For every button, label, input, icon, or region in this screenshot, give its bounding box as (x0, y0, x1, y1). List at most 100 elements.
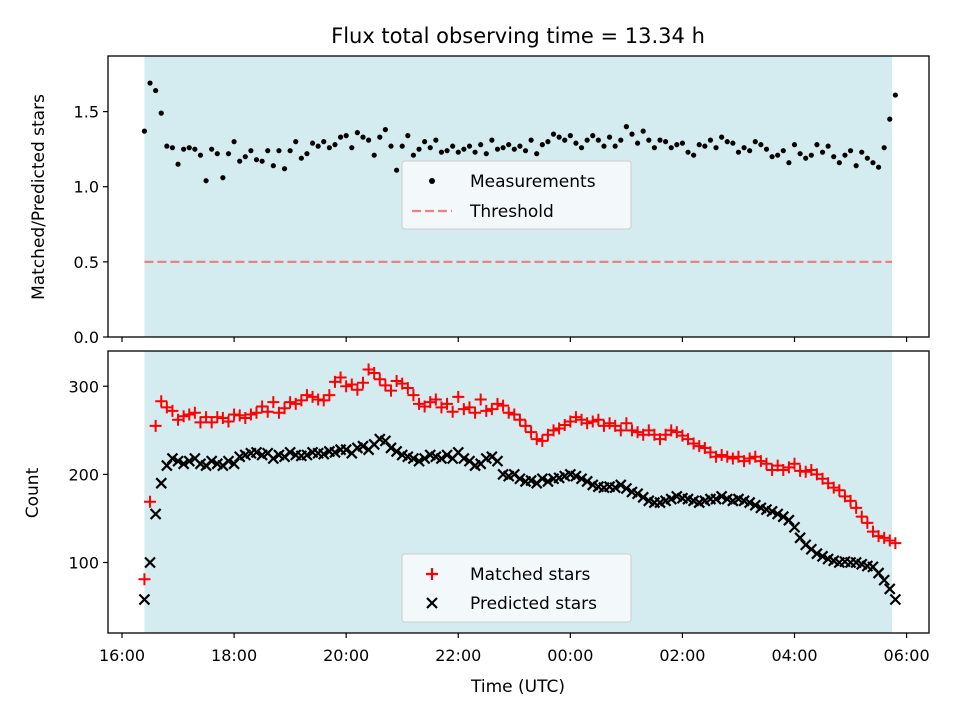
y-tick-label: 0.0 (74, 328, 99, 347)
measurement-point (758, 142, 764, 148)
x-tick-label: 20:00 (323, 646, 369, 665)
matched-star-point (205, 416, 218, 429)
predicted-star-point (183, 455, 196, 467)
predicted-star-point (749, 499, 762, 511)
matched-star-point (267, 396, 280, 409)
measurement-point (612, 143, 618, 149)
measurement-point (304, 151, 310, 157)
predicted-star-point (317, 448, 330, 460)
x-tick-label: 16:00 (99, 646, 145, 665)
measurement-point (814, 142, 820, 148)
measurement-point (629, 131, 635, 137)
predicted-star-point (340, 443, 352, 456)
matched-star-point (306, 390, 319, 403)
measurement-point (158, 110, 164, 116)
x-tick-label: 06:00 (884, 646, 930, 665)
predicted-star-point (581, 475, 593, 488)
measurement-point (220, 175, 226, 181)
matched-star-point (334, 371, 347, 384)
threshold-legend-label: Threshold (469, 202, 554, 222)
matched-star-point (525, 426, 538, 439)
measurement-point (422, 139, 428, 145)
matched-star-point (424, 396, 437, 409)
predicted-star-point (284, 446, 296, 459)
measurement-point (192, 146, 198, 152)
measurement-point (349, 145, 355, 151)
measurement-point (354, 130, 360, 136)
predicted-stars-points (138, 433, 902, 606)
predicted-star-point (418, 452, 431, 465)
matched-star-point (356, 376, 369, 389)
predicted-star-point (413, 455, 425, 467)
count-y-axis: 100 200 300 (68, 377, 108, 573)
matched-star-point (323, 389, 336, 402)
measurement-point (875, 164, 882, 170)
measurement-point (674, 142, 680, 148)
matched-star-point (446, 405, 459, 418)
predicted-star-point (138, 593, 151, 606)
predicted-star-point (609, 481, 621, 494)
measurement-point (164, 143, 170, 149)
measurement-point (668, 145, 674, 151)
measurements-legend-marker (429, 178, 435, 184)
matched-star-point (777, 463, 790, 476)
measurement-point (298, 155, 304, 161)
measurement-point (472, 149, 478, 155)
matched-star-point (508, 408, 521, 421)
matched-star-point (183, 408, 196, 421)
measurements-legend-label: Measurements (470, 172, 596, 192)
measurement-point (186, 145, 192, 151)
measurement-point (276, 148, 282, 154)
matched-star-point (581, 417, 594, 430)
measurement-point (719, 134, 725, 140)
measurement-point (287, 148, 293, 154)
matched-star-point (715, 448, 728, 461)
measurement-point (315, 143, 321, 149)
measurement-point (646, 137, 652, 143)
measurement-point (685, 149, 691, 155)
matched-star-point (788, 457, 801, 470)
measurement-point (747, 148, 753, 154)
matched-star-point (177, 410, 190, 423)
predicted-star-point (620, 482, 633, 495)
ratio-y-axis: 0.0 0.5 1.0 1.5 (74, 103, 108, 347)
matched-star-point (547, 424, 560, 437)
measurement-point (494, 146, 501, 152)
measurement-point (601, 143, 607, 149)
measurement-point (433, 137, 439, 143)
matched-star-point (760, 457, 773, 470)
matched-star-point (743, 452, 756, 465)
matched-star-point (222, 415, 235, 428)
predicted-star-point (710, 493, 722, 505)
matched-legend-marker (426, 568, 438, 580)
measurement-point (808, 152, 814, 158)
matched-star-point (889, 537, 902, 550)
measurement-point (270, 163, 276, 169)
matched-star-point (368, 367, 381, 380)
measurement-point (562, 137, 568, 143)
predicted-star-point (357, 440, 369, 452)
predicted-star-point (267, 452, 280, 465)
matched-star-point (726, 452, 739, 465)
predicted-star-point (777, 510, 790, 523)
measurement-point (847, 148, 854, 154)
predicted-star-point (222, 455, 235, 467)
measurement-point (326, 145, 332, 151)
matched-star-point (390, 374, 403, 387)
measurement-point (528, 137, 534, 143)
measurement-point (461, 146, 467, 152)
predicted-star-point (788, 521, 801, 534)
matched-star-point (194, 416, 207, 429)
measurement-point (265, 148, 271, 154)
matched-star-point (844, 494, 857, 507)
matched-star-point (569, 411, 582, 424)
measurement-point (343, 133, 349, 139)
measurement-point (382, 127, 389, 133)
matched-star-point (295, 394, 308, 407)
measurement-point (550, 131, 557, 137)
measurement-point (259, 158, 265, 164)
predicted-legend-label: Predicted stars (470, 594, 597, 614)
matched-star-point (519, 419, 532, 432)
x-tick-label: 02:00 (659, 646, 705, 665)
